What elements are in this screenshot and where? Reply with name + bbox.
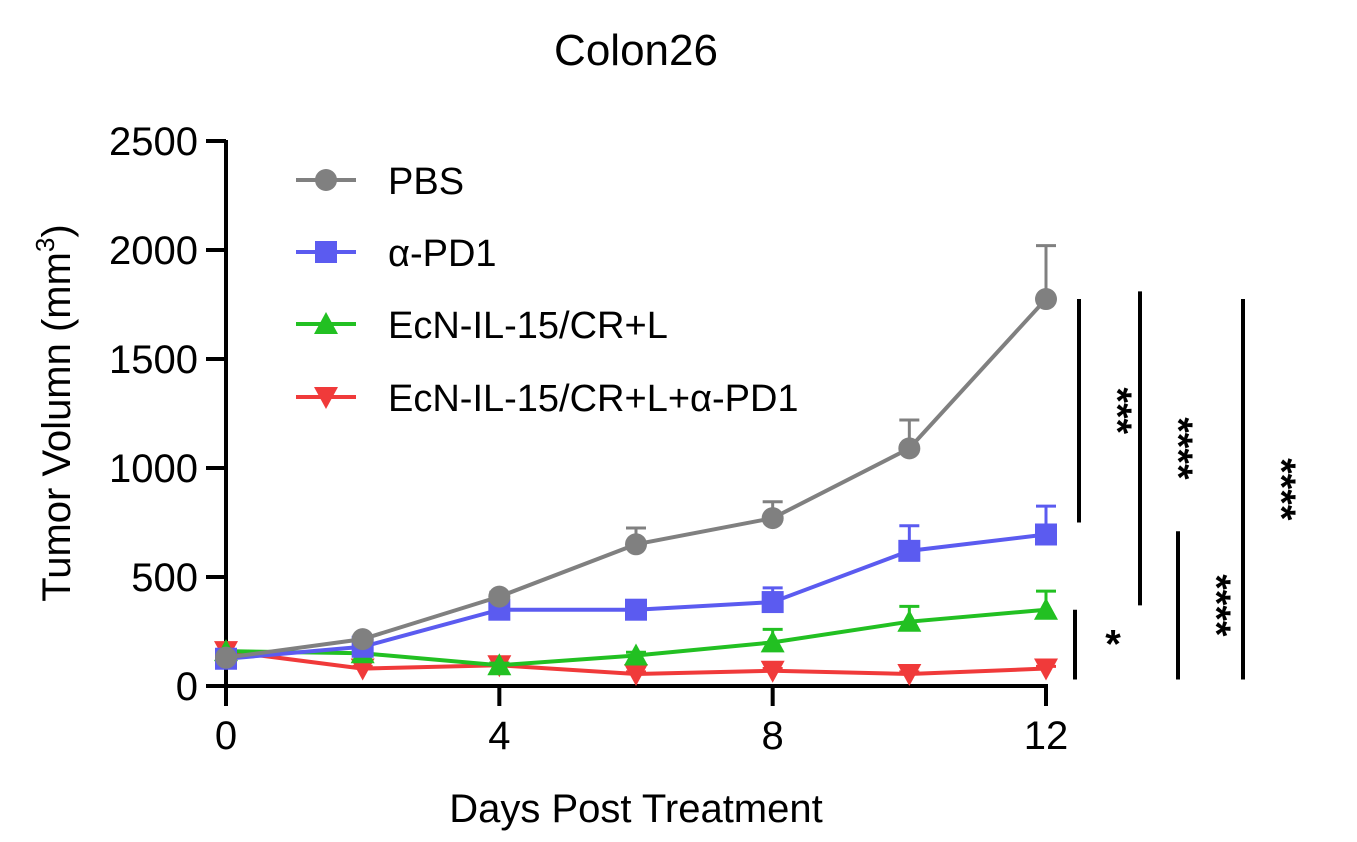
legend-item: EcN-IL-15/CR+L+α-PD1 xyxy=(296,378,799,420)
legend-marker xyxy=(314,312,338,334)
data-point xyxy=(488,585,511,608)
x-axis-title: Days Post Treatment xyxy=(449,787,822,831)
data-point xyxy=(351,628,374,651)
x-ticks: 0 4 8 12 xyxy=(215,686,1068,758)
series-layer xyxy=(214,244,1058,687)
data-point xyxy=(1035,288,1057,311)
data-point xyxy=(760,630,785,653)
y-axis-title-main: Tumor Volumn (mm xyxy=(35,252,79,602)
significance-label: **** xyxy=(1259,458,1303,521)
data-point xyxy=(487,653,512,676)
data-point xyxy=(760,660,785,683)
y-tick-label: 1500 xyxy=(109,338,198,382)
legend-item: PBS xyxy=(296,161,464,203)
data-point xyxy=(761,591,784,614)
significance-label: **** xyxy=(1194,574,1238,637)
y-ticks: 0 500 1000 1500 2000 2500 xyxy=(109,120,226,709)
data-point xyxy=(215,646,237,669)
significance-label: *** xyxy=(1095,387,1139,434)
legend-label: EcN-IL-15/CR+L xyxy=(388,305,668,347)
data-point xyxy=(897,664,922,687)
data-point xyxy=(761,507,784,530)
x-tick-label: 8 xyxy=(762,714,784,758)
legend-item: EcN-IL-15/CR+L xyxy=(296,305,668,347)
legend-item: α-PD1 xyxy=(296,233,497,275)
y-tick-label: 1000 xyxy=(109,447,198,491)
y-tick-label: 0 xyxy=(176,665,198,709)
data-point xyxy=(1034,597,1058,620)
y-axis-title: Tumor Volumn (mm3) xyxy=(30,224,79,601)
legend-marker xyxy=(314,387,338,409)
significance-label: **** xyxy=(1156,417,1200,480)
legend-label: PBS xyxy=(388,161,464,203)
significance-label: * xyxy=(1105,623,1121,667)
legend: PBS α-PD1 EcN-IL-15/CR+L EcN-IL-15/CR+L+α-P… xyxy=(296,161,799,420)
series-3 xyxy=(214,641,1058,687)
data-point xyxy=(625,598,647,621)
data-point xyxy=(897,609,922,632)
data-point xyxy=(624,664,648,687)
data-point xyxy=(898,437,921,460)
y-axis-title-superscript: 3 xyxy=(30,238,60,252)
series-0 xyxy=(215,244,1057,669)
legend-label: α-PD1 xyxy=(388,233,497,275)
y-axis-title-close: ) xyxy=(35,224,79,237)
significance-brackets: **************** xyxy=(1073,291,1303,680)
y-tick-label: 500 xyxy=(131,556,198,600)
data-point xyxy=(898,539,921,562)
chart-title: Colon26 xyxy=(554,26,718,75)
x-tick-label: 4 xyxy=(488,714,510,758)
data-point xyxy=(1034,658,1058,681)
data-point xyxy=(624,643,648,666)
y-tick-label: 2500 xyxy=(109,120,198,164)
x-tick-label: 0 xyxy=(215,714,237,758)
legend-marker xyxy=(315,241,337,263)
data-point xyxy=(350,658,375,681)
y-tick-label: 2000 xyxy=(109,229,198,273)
legend-label: EcN-IL-15/CR+L+α-PD1 xyxy=(388,378,799,420)
x-tick-label: 12 xyxy=(1024,714,1069,758)
data-point xyxy=(625,533,647,556)
legend-marker xyxy=(315,169,337,191)
data-point xyxy=(1035,523,1057,546)
